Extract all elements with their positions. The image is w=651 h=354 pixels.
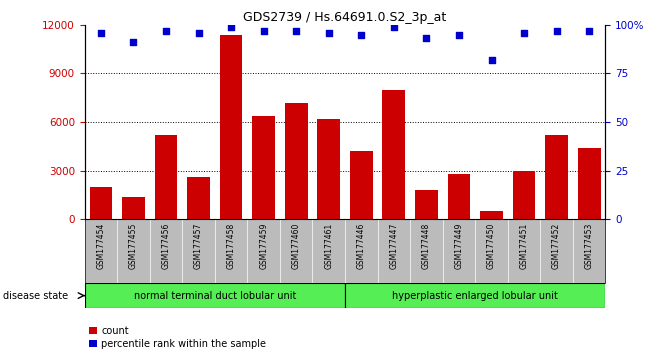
Text: GSM177451: GSM177451 [519,223,529,269]
Point [486,57,497,63]
Bar [345,283,605,308]
Text: GSM177452: GSM177452 [552,223,561,269]
Point [258,28,269,33]
Point [454,32,464,37]
Text: GSM177457: GSM177457 [194,223,203,269]
Bar [448,174,471,219]
Point [551,28,562,33]
Text: GSM177455: GSM177455 [129,223,138,269]
Bar [480,211,503,219]
Point [96,30,106,35]
Bar [90,187,113,219]
Point [389,24,399,29]
Point [584,28,594,33]
Bar [220,34,243,219]
Text: disease state: disease state [3,291,68,301]
Bar [187,177,210,219]
Bar [350,152,373,219]
Text: GSM177461: GSM177461 [324,223,333,269]
Bar [546,135,568,219]
Text: GSM177448: GSM177448 [422,223,431,269]
Bar [513,171,535,219]
Text: GSM177450: GSM177450 [487,223,496,269]
Point [324,30,334,35]
Text: GSM177453: GSM177453 [585,223,594,269]
Text: hyperplastic enlarged lobular unit: hyperplastic enlarged lobular unit [393,291,558,301]
Bar [122,197,145,219]
Point [226,24,236,29]
Text: GSM177459: GSM177459 [259,223,268,269]
Bar [318,119,340,219]
Text: GSM177446: GSM177446 [357,223,366,269]
Text: GSM177456: GSM177456 [161,223,171,269]
Text: GSM177447: GSM177447 [389,223,398,269]
Bar [415,190,438,219]
Bar [253,116,275,219]
Bar [383,90,405,219]
Legend: count, percentile rank within the sample: count, percentile rank within the sample [89,326,266,349]
Bar [155,135,177,219]
Point [128,40,139,45]
Point [519,30,529,35]
Point [356,32,367,37]
Point [193,30,204,35]
Text: GSM177449: GSM177449 [454,223,464,269]
Point [291,28,301,33]
Title: GDS2739 / Hs.64691.0.S2_3p_at: GDS2739 / Hs.64691.0.S2_3p_at [243,11,447,24]
Text: GSM177460: GSM177460 [292,223,301,269]
Bar [85,283,345,308]
Text: GSM177458: GSM177458 [227,223,236,269]
Bar [285,103,308,219]
Text: GSM177454: GSM177454 [96,223,105,269]
Point [161,28,171,33]
Bar [578,148,600,219]
Point [421,35,432,41]
Text: normal terminal duct lobular unit: normal terminal duct lobular unit [133,291,296,301]
